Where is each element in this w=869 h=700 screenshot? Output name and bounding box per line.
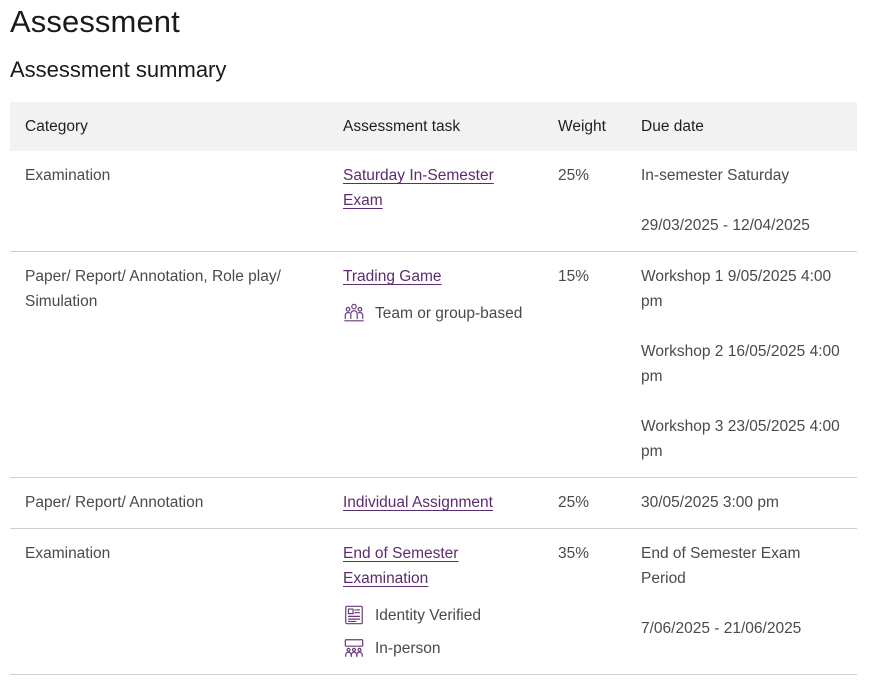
category-cell: Examination [25, 167, 111, 184]
due-date-line: Workshop 2 16/05/2025 4:00 pm [641, 343, 840, 385]
header-category: Category [25, 118, 88, 135]
table-row: Paper/ Report/ Annotation Individual Ass… [10, 478, 857, 529]
header-due-date: Due date [641, 118, 704, 135]
category-cell: Paper/ Report/ Annotation [25, 494, 204, 511]
tag-in-person: In-person [343, 636, 533, 661]
task-cell: Individual Assignment [328, 478, 543, 529]
due-date-line: 29/03/2025 - 12/04/2025 [641, 217, 810, 234]
category-cell: Paper/ Report/ Annotation, Role play/ Si… [25, 268, 281, 310]
due-date-cell: 30/05/2025 3:00 pm [626, 478, 857, 529]
weight-cell: 35% [558, 545, 590, 562]
tag-team-group: Team or group-based [343, 301, 533, 326]
due-date-line: In-semester Saturday [641, 167, 790, 184]
table-header-row: Category Assessment task Weight Due date [10, 102, 857, 151]
task-link-trading-game[interactable]: Trading Game [343, 268, 442, 285]
tag-label: Team or group-based [375, 305, 523, 322]
due-date-line: End of Semester Exam Period [641, 545, 801, 587]
task-cell: Trading Game [328, 252, 543, 478]
task-cell: Saturday In-Semester Exam [328, 151, 543, 252]
due-date-cell: End of Semester Exam Period 7/06/2025 - … [626, 529, 857, 675]
due-date-cell: Workshop 1 9/05/2025 4:00 pm Workshop 2 … [626, 252, 857, 478]
id-card-icon [343, 604, 365, 626]
task-link-saturday-in-semester-exam[interactable]: Saturday In-Semester Exam [343, 167, 494, 209]
weight-cell: 15% [558, 268, 590, 285]
due-date-line: Workshop 1 9/05/2025 4:00 pm [641, 268, 832, 310]
due-date-line: Workshop 3 23/05/2025 4:00 pm [641, 418, 840, 460]
task-link-end-of-semester-examination[interactable]: End of Semester Examination [343, 545, 459, 587]
tag-identity-verified: Identity Verified [343, 603, 533, 628]
section-title: Assessment summary [10, 57, 227, 82]
weight-cell: 25% [558, 167, 590, 184]
category-cell: Examination [25, 545, 111, 562]
table-row: Examination Saturday In-Semester Exam 25… [10, 151, 857, 252]
tag-label: Identity Verified [375, 607, 481, 624]
due-date-cell: In-semester Saturday 29/03/2025 - 12/04/… [626, 151, 857, 252]
page-title: Assessment [10, 4, 180, 39]
header-task: Assessment task [343, 118, 461, 135]
due-date-line: 30/05/2025 3:00 pm [641, 494, 779, 511]
header-weight: Weight [558, 118, 606, 135]
task-link-individual-assignment[interactable]: Individual Assignment [343, 494, 493, 511]
table-row: Paper/ Report/ Annotation, Role play/ Si… [10, 252, 857, 478]
assessment-summary-table: Category Assessment task Weight Due date… [10, 102, 857, 675]
task-cell: End of Semester Examination Identity Ver… [328, 529, 543, 675]
due-date-line: 7/06/2025 - 21/06/2025 [641, 620, 802, 637]
weight-cell: 25% [558, 494, 590, 511]
group-icon [343, 302, 365, 324]
in-person-icon [343, 637, 365, 659]
table-row: Examination End of Semester Examination … [10, 529, 857, 675]
tag-label: In-person [375, 640, 441, 657]
